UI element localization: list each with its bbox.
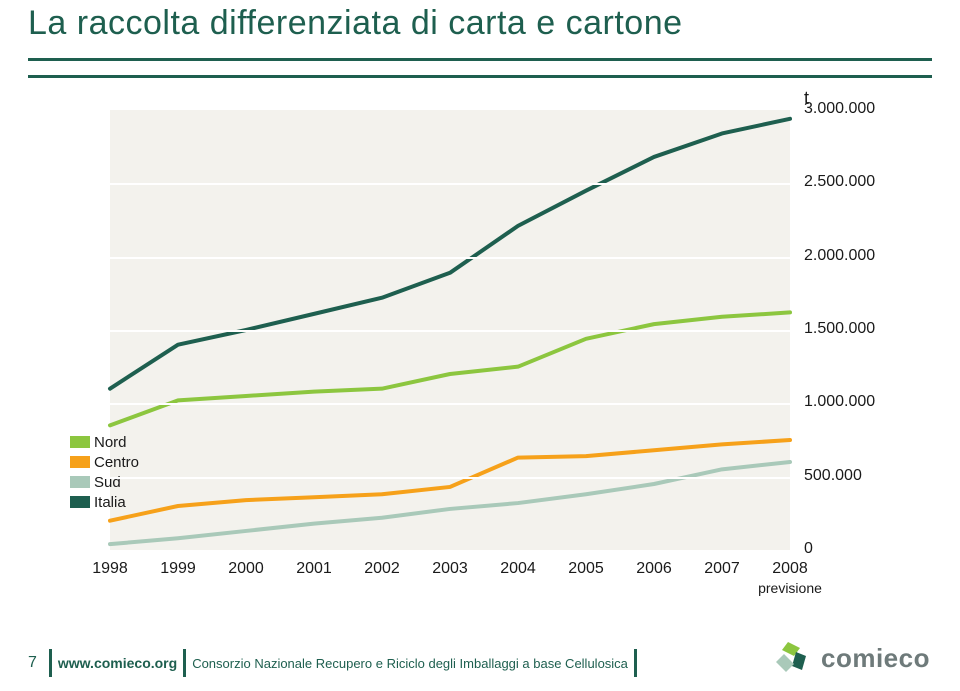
x-tick-label: 2003	[432, 560, 468, 578]
recycle-icon	[769, 637, 815, 679]
legend-swatch	[70, 436, 90, 448]
legend-swatch	[70, 496, 90, 508]
y-tick-label: 1.000.000	[804, 393, 875, 411]
gridline	[110, 477, 790, 479]
y-tick-label: 2.000.000	[804, 247, 875, 265]
x-tick-sublabel: previsione	[758, 580, 822, 596]
x-tick-label: 2006	[636, 560, 672, 578]
logo-arrow-3	[776, 654, 794, 672]
y-tick-label: 2.500.000	[804, 173, 875, 191]
x-tick-label: 2002	[364, 560, 400, 578]
brand-logo: comieco	[769, 637, 930, 679]
x-tick-label: 2005	[568, 560, 604, 578]
footer-link[interactable]: www.comieco.org	[58, 655, 177, 671]
chart: t NordCentroSudItalia 0500.0001.000.0001…	[70, 92, 890, 582]
legend-item: Centro	[70, 452, 139, 472]
legend-swatch	[70, 476, 90, 488]
footer-separator-3	[634, 649, 637, 677]
footer-text: Consorzio Nazionale Recupero e Riciclo d…	[192, 656, 628, 671]
footer: 7 www.comieco.org Consorzio Nazionale Re…	[28, 649, 643, 677]
y-tick-label: 1.500.000	[804, 320, 875, 338]
y-tick-label: 3.000.000	[804, 100, 875, 118]
y-tick-label: 500.000	[804, 467, 862, 485]
x-tick-label: 1999	[160, 560, 196, 578]
y-tick-label: 0	[804, 540, 813, 558]
title-rule	[28, 58, 932, 78]
slide: La raccolta differenziata di carta e car…	[0, 0, 960, 691]
legend-label: Centro	[94, 454, 139, 471]
legend: Nord CentroSud Italia	[70, 432, 139, 512]
page-number: 7	[28, 654, 37, 672]
x-tick-label: 2007	[704, 560, 740, 578]
x-tick-label: 2004	[500, 560, 536, 578]
footer-separator-1	[49, 649, 52, 677]
legend-label: Italia	[94, 494, 126, 511]
x-tick-label: 2008	[772, 560, 808, 578]
x-tick-label: 2001	[296, 560, 332, 578]
legend-swatch	[70, 456, 90, 468]
series-line	[110, 119, 790, 389]
gridline	[110, 257, 790, 259]
legend-item: Nord	[70, 432, 139, 452]
page-title: La raccolta differenziata di carta e car…	[28, 4, 683, 43]
x-tick-label: 2000	[228, 560, 264, 578]
gridline	[110, 330, 790, 332]
legend-label: Nord	[94, 434, 127, 451]
gridline	[110, 403, 790, 405]
legend-item: Italia	[70, 492, 139, 512]
legend-item: Sud	[70, 472, 139, 492]
brand-name: comieco	[821, 643, 930, 674]
x-tick-label: 1998	[92, 560, 128, 578]
gridline	[110, 183, 790, 185]
footer-separator-2	[183, 649, 186, 677]
